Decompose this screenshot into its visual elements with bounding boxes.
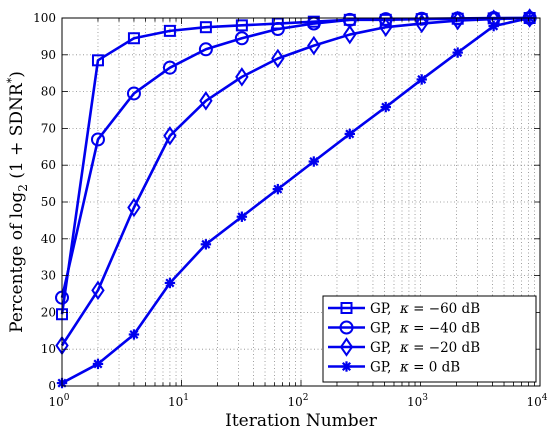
x-tick-label: 102 [287, 393, 308, 409]
y-tick-label: 90 [41, 48, 56, 62]
x-tick-label: 100 [48, 393, 69, 409]
y-tick-label: 50 [41, 195, 56, 209]
data-point [235, 19, 248, 32]
legend-marker [339, 320, 354, 335]
data-point [92, 358, 104, 370]
data-point [199, 21, 212, 34]
data-point [164, 277, 176, 289]
y-tick-label: 30 [41, 269, 56, 283]
y-tick-label: 60 [41, 158, 56, 172]
asterisk-stroke [129, 329, 139, 340]
x-tick-label: 101 [168, 393, 189, 409]
legend-label: GP, κ = 0 dB [370, 360, 460, 376]
legend-label: GP, κ = −20 dB [370, 340, 480, 356]
asterisk-stroke [381, 102, 391, 112]
y-tick-label: 100 [33, 11, 56, 25]
data-point [488, 20, 499, 32]
data-point [128, 329, 140, 340]
legend-label: GP, κ = −60 dB [370, 301, 480, 317]
y-tick-label: 20 [41, 305, 56, 319]
y-tick-label: 40 [41, 232, 56, 246]
legend-label: GP, κ = −40 dB [370, 321, 480, 337]
data-point [416, 74, 427, 85]
data-point [234, 31, 249, 46]
legend-entry: GP, κ = −60 dB [328, 301, 480, 317]
data-point [272, 183, 284, 195]
grid [62, 18, 540, 386]
x-axis-title: Iteration Number [225, 411, 378, 431]
legend-entry: GP, κ = −40 dB [328, 320, 480, 337]
legend-box [322, 295, 537, 383]
asterisk-stroke [345, 129, 355, 139]
legend-marker [339, 337, 354, 357]
series-line [61, 16, 530, 385]
asterisk-stroke [165, 278, 175, 288]
data-point [271, 48, 285, 69]
data-point [235, 67, 249, 87]
data-point [379, 17, 393, 37]
asterisk-stroke [93, 359, 103, 369]
y-axis-title: Percentge of log2 (1 + SDNR*) [5, 71, 30, 333]
x-tick-label: 103 [407, 393, 428, 409]
legend: GP, κ = −60 dB GP, κ = −40 dB GP, κ = −20 … [322, 295, 537, 383]
data-point [343, 24, 357, 45]
data-point [163, 24, 176, 37]
y-tick-label: 80 [41, 85, 56, 99]
legend-entry: GP, κ = 0 dB [328, 360, 460, 376]
data-point [378, 12, 393, 27]
data-point [344, 128, 355, 140]
data-point [452, 47, 463, 58]
data-point [91, 280, 105, 301]
data-point [307, 35, 321, 56]
y-tick-label: 0 [48, 379, 56, 393]
y-tick-label: 70 [41, 121, 56, 135]
data-point [91, 54, 104, 67]
asterisk-stroke [201, 239, 211, 249]
legend-marker [340, 302, 353, 314]
asterisk-stroke [341, 361, 352, 372]
legend-marker [341, 361, 352, 372]
asterisk-stroke [237, 212, 247, 222]
data-point [308, 156, 320, 167]
data-point [236, 211, 248, 222]
data-point [90, 132, 105, 147]
data-point [198, 42, 213, 57]
asterisk-stroke [309, 156, 319, 167]
data-point [415, 13, 429, 34]
data-point [127, 32, 140, 45]
series-asterisk [56, 12, 535, 389]
data-point [163, 125, 177, 146]
tick-labels: 0 10 20 30 40 50 60 70 80 90 100 100 101 102 103 104 [33, 11, 548, 409]
data-point [127, 197, 141, 218]
asterisk-stroke [273, 184, 283, 194]
legend-entry: GP, κ = −20 dB [328, 337, 480, 357]
data-point [380, 101, 391, 113]
data-point [126, 86, 141, 101]
asterisk-stroke [453, 48, 463, 58]
asterisk-stroke [489, 21, 499, 31]
asterisk-stroke [417, 74, 427, 84]
y-tick-label: 10 [41, 342, 56, 356]
x-tick-label: 104 [526, 393, 547, 409]
ticks [61, 17, 541, 387]
data-point [270, 22, 285, 37]
data-point [199, 91, 213, 111]
data-point [162, 60, 177, 75]
data-point [200, 239, 212, 250]
